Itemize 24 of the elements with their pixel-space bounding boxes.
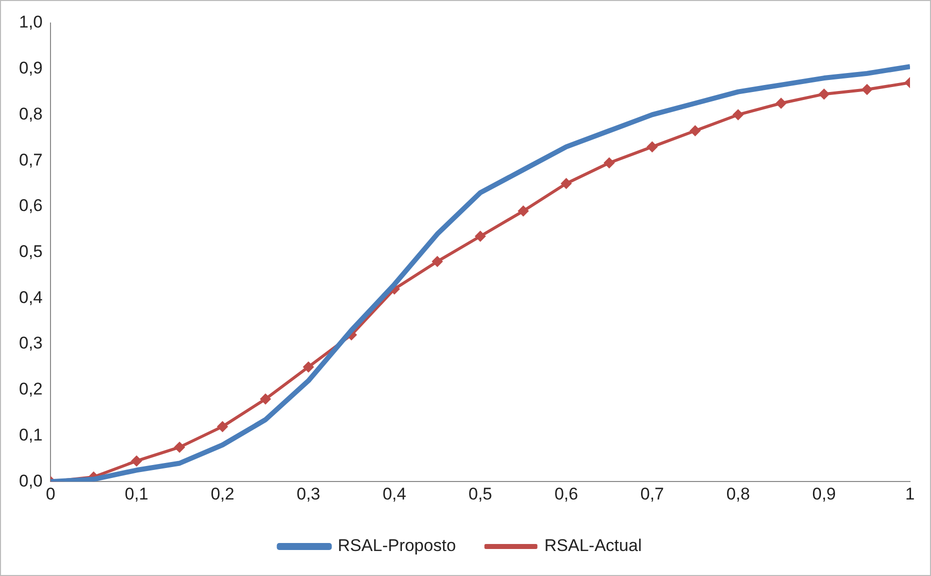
y-tick-label: 0,4 (18, 288, 43, 307)
y-tick-label: 0,0 (18, 471, 43, 490)
x-tick-label: 0,4 (382, 484, 406, 504)
legend-label: RSAL-Proposto (338, 536, 456, 556)
y-tick-label: 1,0 (18, 12, 43, 32)
y-tick-label: 0,9 (18, 58, 43, 78)
y-tick-label: 0,1 (18, 425, 43, 444)
legend-label: RSAL-Actual (544, 536, 642, 556)
y-tick-label: 0,5 (18, 242, 43, 261)
y-tick-label: 0,2 (18, 380, 43, 399)
y-tick-label: 0,3 (18, 334, 43, 353)
y-tick-label: 0,8 (18, 104, 43, 124)
y-tick-label: 0,6 (18, 196, 43, 216)
x-tick-label: 0,1 (124, 484, 148, 504)
x-tick-label: 0 (46, 484, 56, 504)
x-tick-label: 0,7 (640, 484, 664, 504)
x-tick-label: 0,3 (296, 484, 320, 504)
y-tick-label: 0,7 (18, 150, 43, 170)
x-tick-label: 0,9 (812, 484, 836, 504)
x-tick-label: 0,6 (554, 484, 578, 504)
x-tick-label: 0,2 (210, 484, 234, 504)
x-tick-label: 1 (905, 484, 915, 504)
x-tick-label: 0,5 (468, 484, 492, 504)
x-tick-label: 0,8 (726, 484, 750, 504)
